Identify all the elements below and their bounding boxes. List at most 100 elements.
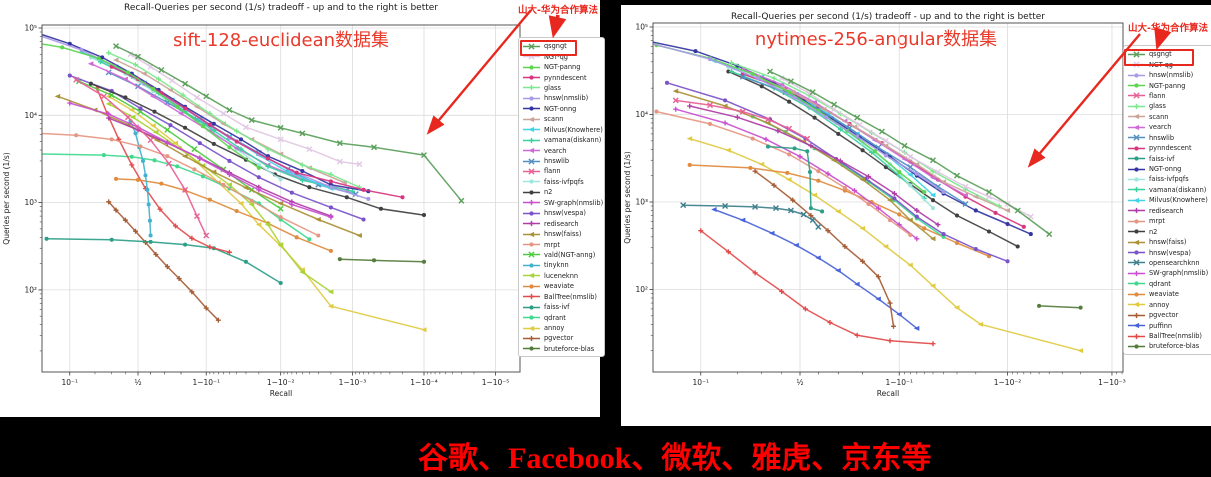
legend-marker bbox=[1128, 219, 1145, 224]
legend-marker bbox=[1128, 344, 1145, 349]
legend-label: pgvector bbox=[544, 334, 574, 343]
legend-item: luceneknn bbox=[522, 271, 600, 281]
legend-item: SW-graph(nmslib) bbox=[1127, 268, 1211, 278]
svg-text:10⁻¹: 10⁻¹ bbox=[62, 378, 79, 387]
legend-label: n2 bbox=[1149, 227, 1158, 236]
svg-text:1−10⁻¹: 1−10⁻¹ bbox=[885, 378, 913, 387]
axis-ticks: 10⁻¹ ½ 1−10⁻¹ 1−10⁻² 1−10⁻³ 1−10⁻⁴ 1−10⁻⁵ 10⁵ 10… bbox=[2, 24, 509, 398]
legend-item: annoy bbox=[522, 323, 600, 333]
legend-marker bbox=[523, 294, 540, 300]
legend-label: faiss-ivfpqfs bbox=[544, 177, 584, 186]
legend-label: Milvus(Knowhere) bbox=[1149, 196, 1208, 205]
legend-item: bruteforce-blas bbox=[522, 344, 600, 354]
legend-label: NGT-qg bbox=[544, 52, 568, 61]
legend-marker bbox=[523, 190, 540, 195]
legend-item: hnsw(faiss) bbox=[1127, 237, 1211, 247]
legend-label: pynndescent bbox=[1149, 144, 1192, 153]
legend-marker bbox=[523, 251, 540, 259]
legend-label: pynndescent bbox=[544, 73, 587, 82]
legend-item: n2 bbox=[522, 187, 600, 197]
legend-label: BallTree(nmslib) bbox=[1149, 332, 1202, 341]
legend-label: flann bbox=[1149, 91, 1166, 100]
legend-label: redisearch bbox=[544, 219, 579, 228]
legend-item: pgvector bbox=[522, 333, 600, 343]
legend-item: hnswlib bbox=[1127, 133, 1211, 143]
legend-marker bbox=[523, 221, 540, 227]
legend-item: Milvus(Knowhere) bbox=[1127, 195, 1211, 205]
legend-marker bbox=[1128, 197, 1145, 203]
legend-marker bbox=[523, 179, 540, 185]
legend-marker bbox=[1128, 156, 1145, 161]
legend-marker bbox=[523, 335, 540, 342]
legend-marker bbox=[1128, 302, 1145, 308]
legend-label: NGT-onng bbox=[544, 104, 577, 113]
series-lines bbox=[653, 41, 1084, 354]
legend-label: faiss-ivf bbox=[1149, 154, 1175, 163]
dataset-annotation: nytimes-256-angular数据集 bbox=[754, 29, 998, 50]
legend-marker bbox=[523, 96, 540, 101]
legend-marker bbox=[523, 106, 540, 111]
legend-item: n2 bbox=[1127, 226, 1211, 236]
legend-marker bbox=[1128, 134, 1145, 141]
svg-text:1−10⁻¹: 1−10⁻¹ bbox=[192, 378, 220, 387]
legend-marker bbox=[1128, 250, 1145, 255]
legend-marker bbox=[1128, 229, 1145, 234]
legend-label: qsgngt bbox=[1149, 50, 1172, 59]
legend-marker bbox=[523, 157, 540, 165]
legend-marker bbox=[1128, 208, 1145, 214]
legend-marker bbox=[523, 315, 540, 320]
legend-label: redisearch bbox=[1149, 206, 1184, 215]
legend-marker bbox=[1128, 124, 1145, 130]
legend-marker bbox=[1128, 83, 1145, 88]
svg-text:10⁻¹: 10⁻¹ bbox=[693, 378, 710, 387]
plot-border bbox=[652, 22, 1124, 373]
collab-annotation-label: 山大-华为合作算法 bbox=[518, 5, 598, 16]
legend-item: redisearch bbox=[1127, 206, 1211, 216]
legend-marker bbox=[1128, 281, 1145, 286]
svg-text:Recall: Recall bbox=[877, 389, 899, 398]
legend-marker bbox=[523, 75, 540, 80]
legend-label: vamana(diskann) bbox=[544, 136, 602, 145]
legend-marker bbox=[1128, 292, 1145, 297]
plot-area: 10⁻¹ ½ 1−10⁻¹ 1−10⁻² 1−10⁻³ 1−10⁻⁴ 1−10⁻⁵ 10⁵ 10… bbox=[2, 24, 521, 398]
legend-marker bbox=[1128, 333, 1145, 339]
legend: qsgngt NGT-qg hnsw(nmslib) NGT-panng flann gl… bbox=[1123, 45, 1211, 355]
legend-item: glass bbox=[1127, 101, 1211, 111]
svg-text:10³: 10³ bbox=[635, 198, 648, 207]
legend-label: flann bbox=[544, 167, 561, 176]
svg-text:1−10⁻⁴: 1−10⁻⁴ bbox=[410, 378, 438, 387]
legend-label: qdrant bbox=[544, 313, 566, 322]
legend-marker bbox=[1128, 177, 1145, 182]
legend-label: hnsw(nmslib) bbox=[1149, 71, 1194, 80]
legend-marker bbox=[1128, 187, 1145, 193]
legend-label: scann bbox=[1149, 112, 1169, 121]
legend-marker bbox=[523, 168, 540, 175]
legend-item: weaviate bbox=[1127, 289, 1211, 299]
legend-marker bbox=[1128, 114, 1145, 120]
legend-item: mrpt bbox=[1127, 216, 1211, 226]
legend-marker bbox=[523, 325, 540, 331]
legend-label: vamana(diskann) bbox=[1149, 185, 1207, 194]
legend-marker bbox=[1128, 103, 1145, 110]
legend-marker bbox=[523, 346, 540, 352]
legend-marker bbox=[1128, 146, 1145, 151]
legend-label: hnsw(vespa) bbox=[544, 209, 586, 218]
legend-marker bbox=[1128, 270, 1145, 277]
legend-marker bbox=[1128, 239, 1145, 245]
legend-item: hnsw(vespa) bbox=[522, 208, 600, 218]
legend-label: NGT-panng bbox=[544, 63, 581, 72]
legend-item: flann bbox=[1127, 91, 1211, 101]
legend-label: faiss-ivf bbox=[544, 303, 570, 312]
legend-item: hnsw(nmslib) bbox=[1127, 70, 1211, 80]
legend-item: vamana(diskann) bbox=[1127, 185, 1211, 195]
legend-item: flann bbox=[522, 166, 600, 176]
bottom-banner-text: 谷歌、Facebook、微软、雅虎、京东等 bbox=[418, 442, 932, 475]
svg-text:1−10⁻³: 1−10⁻³ bbox=[339, 378, 367, 387]
legend-label: glass bbox=[1149, 102, 1166, 111]
svg-text:1−10⁻²: 1−10⁻² bbox=[994, 378, 1022, 387]
legend-marker bbox=[1128, 166, 1145, 172]
legend-marker bbox=[523, 85, 540, 91]
legend-item: NGT-onng bbox=[1127, 164, 1211, 174]
legend-label: Milvus(Knowhere) bbox=[544, 125, 603, 134]
legend-marker bbox=[1128, 92, 1145, 100]
